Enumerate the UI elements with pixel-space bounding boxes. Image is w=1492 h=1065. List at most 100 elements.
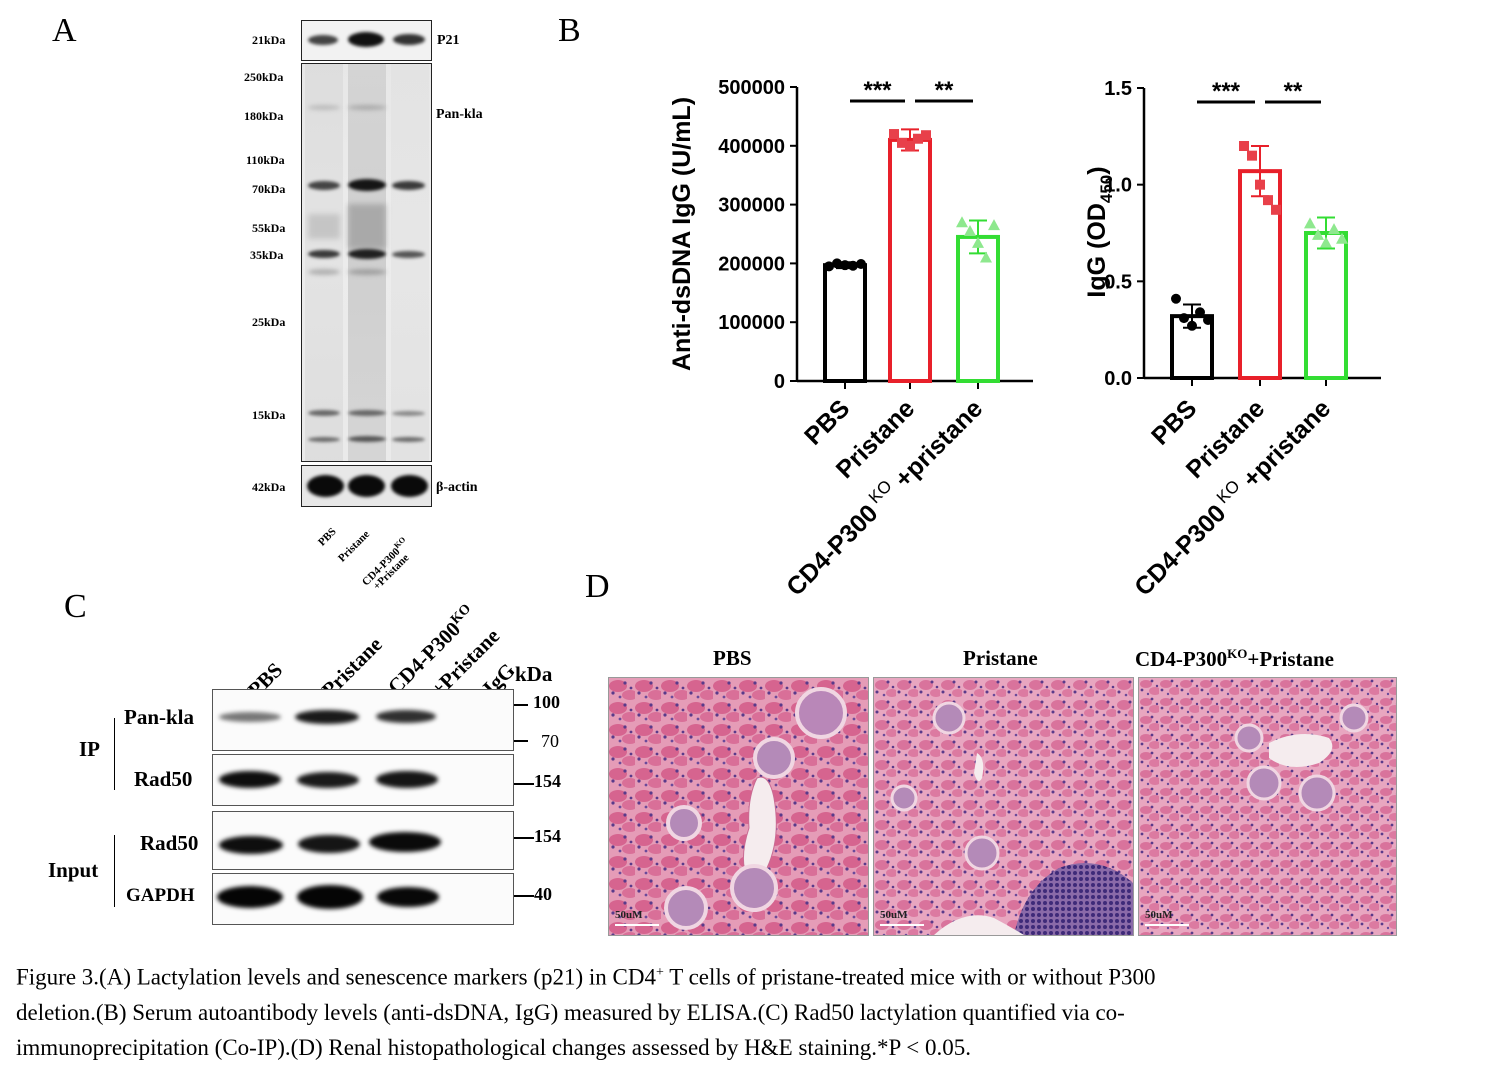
histology-image-cd4-p300ko-pristane: 50uM [1138,677,1397,936]
data-point [1328,223,1340,235]
band [308,250,340,258]
band [377,887,439,907]
data-point [964,225,976,237]
data-point [905,140,915,151]
band [307,475,344,497]
histology-image-pristane: 50uM [873,677,1134,936]
scale-bar-label: 50uM [615,909,643,921]
band [298,835,360,853]
y-tick-label: 1.5 [1104,78,1132,100]
lane-label-pbs: PBS [316,525,339,549]
data-point [897,137,907,148]
y-tick-label: 0.0 [1104,368,1132,390]
scale-bar-label: 50uM [880,909,908,921]
band [217,886,283,908]
blot-ip-rad50 [212,754,514,806]
band [392,437,425,442]
blot-input-gapdh [212,873,514,925]
band [392,251,425,258]
data-point [1263,195,1273,206]
data-point [1195,307,1205,318]
bar [823,263,867,383]
marker-15kda: 15kDa [252,408,286,422]
mw-40: 40 [534,884,552,904]
y-tick-label: 100000 [718,312,785,334]
bar [1304,231,1348,380]
significance-label: *** [1212,78,1241,105]
bar [888,137,932,383]
data-point [972,236,984,248]
mw-100: 100 [533,692,560,712]
y-tick-label: 0.5 [1104,271,1132,293]
y-tick-label: 1.0 [1104,175,1132,197]
band [348,32,384,47]
marker-42kda: 42kDa [252,480,286,494]
marker-70kda: 70kDa [252,182,286,196]
data-point [913,133,923,144]
data-point [840,260,850,271]
data-point [1271,204,1281,215]
group-label-ip: IP [79,737,100,761]
input-bracket [114,835,115,907]
protein-label-pan-kla: Pan-kla [436,107,483,122]
band [297,885,363,909]
data-point [848,260,858,271]
mw-154-input: 154 [534,826,561,846]
data-point [1179,313,1189,324]
histology-image-pbs: 50uM [608,677,869,936]
band [308,105,340,110]
y-axis-label: Anti-dsDNA IgG (U/mL) [668,97,696,371]
data-point [1320,236,1332,248]
protein-label-p21: P21 [437,33,460,48]
panel-a-letter: A [52,12,77,49]
data-point [1171,293,1181,304]
band [348,436,386,442]
band [308,269,340,275]
data-point [921,130,931,141]
blot-input-rad50 [212,811,514,870]
bar [956,234,1000,383]
significance-label: *** [863,77,892,104]
data-point [956,216,968,228]
band [391,475,428,497]
blot-beta-actin [301,465,432,507]
scale-bar-label: 50uM [1145,909,1173,921]
data-point [1239,141,1249,151]
blot-pan-kla [301,63,432,462]
histo-title-pbs: PBS [713,646,752,670]
band [369,832,441,852]
data-point [1187,320,1197,331]
data-point [1336,232,1348,244]
histo-title-pristane: Pristane [963,646,1038,670]
data-point [1304,217,1316,229]
band [219,712,281,722]
y-tick-label: 300000 [718,195,785,217]
y-tick-label: 200000 [718,253,785,275]
ip-bracket [114,718,115,790]
band [219,771,281,788]
significance-label: ** [1284,78,1303,105]
row-label-gapdh: GAPDH [126,885,195,906]
data-point [856,258,866,269]
x-tick-label: PBS [1146,394,1202,450]
band [308,410,340,416]
mw-70: 70 [541,731,559,751]
protein-label-beta-actin: β-actin [436,480,478,495]
band [308,35,338,45]
significance-label: ** [935,77,954,104]
data-point [988,219,1000,231]
bar [1238,169,1282,380]
band [393,34,425,45]
group-label-input: Input [48,858,99,882]
band [392,411,425,416]
band [376,771,438,788]
panel-d-letter: D [585,568,610,605]
marker-21kda: 21kDa [252,33,286,47]
band [348,410,386,416]
marker-25kda: 25kDa [252,315,286,329]
band [297,772,359,788]
band [219,836,283,854]
marker-55kda: 55kDa [252,221,286,235]
chart-anti-dsdna: 0 100000 200000 300000 400000 500000 Anti-dsDN… [668,77,1033,602]
